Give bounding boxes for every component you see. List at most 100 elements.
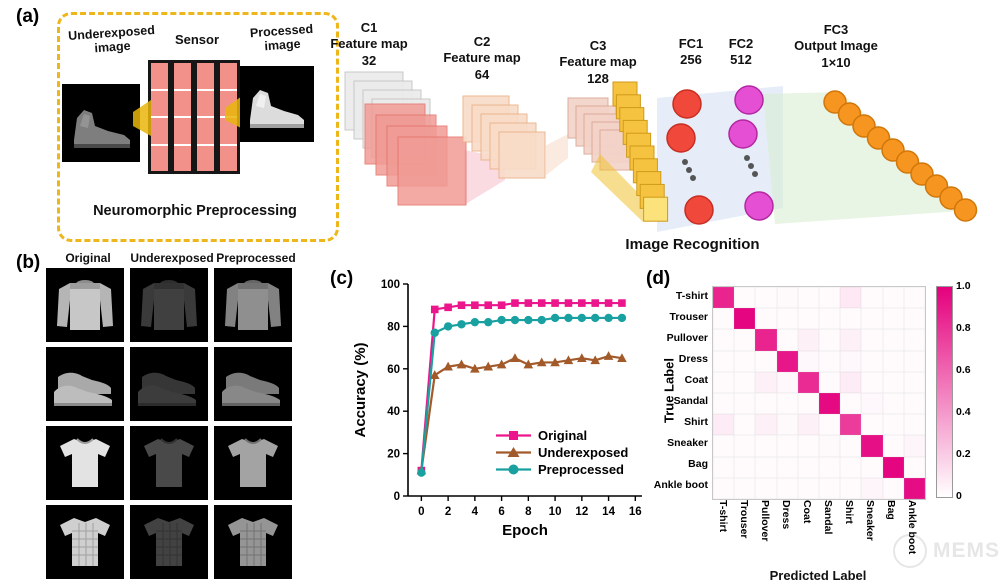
fc3-name: FC3 <box>823 22 849 37</box>
heatmap-cell-ankle-boot-shirt <box>840 477 862 499</box>
heatmap-cell-coat-bag <box>882 371 904 393</box>
predicted-label-tick: Bag <box>885 500 897 520</box>
heatmap-cell-shirt-bag <box>882 414 904 436</box>
heatmap-cell-coat-sandal <box>819 371 841 393</box>
c1-front-map <box>397 136 467 206</box>
true-label-tick: Coat <box>684 374 708 386</box>
sensor-grid <box>148 60 240 174</box>
heatmap-cell-bag-shirt <box>840 456 862 478</box>
heatmap-cell-t-shirt-bag <box>882 287 904 309</box>
heatmap-cell-ankle-boot-coat <box>797 477 819 499</box>
predicted-label-tick: Coat <box>801 500 813 524</box>
predicted-label-tick: Sneaker <box>864 500 876 541</box>
svg-text:40: 40 <box>387 406 400 418</box>
c3-num: 128 <box>587 70 609 86</box>
sensor-pixel <box>174 63 191 91</box>
col-header-original: Original <box>65 251 111 265</box>
colorbar-gradient <box>936 286 953 498</box>
colorbar-tick: 1.0 <box>956 280 971 292</box>
sensor-pixel <box>220 63 237 91</box>
heatmap-cell-ankle-boot-sneaker <box>861 477 883 499</box>
sample-shirt-underexposed <box>130 505 208 579</box>
fc3-num: 1×10 <box>821 54 851 70</box>
heatmap-cell-sneaker-coat <box>797 435 819 457</box>
fc3-sub: Output Image <box>794 38 878 54</box>
heatmap-cell-t-shirt-coat <box>797 287 819 309</box>
fc1-label: FC1 256 <box>668 36 714 69</box>
heatmap-cell-dress-ankle-boot <box>903 350 925 372</box>
heatmap-cell-trouser-sandal <box>819 308 841 330</box>
heatmap-cell-shirt-dress <box>776 414 798 436</box>
svg-text:100: 100 <box>381 279 400 291</box>
heatmap-cell-shirt-shirt <box>840 414 862 436</box>
fc2-name: FC2 <box>728 36 754 51</box>
neuromorphic-preprocessing-caption: Neuromorphic Preprocessing <box>93 203 297 219</box>
heatmap-cell-pullover-dress <box>776 329 798 351</box>
svg-text:14: 14 <box>602 506 615 518</box>
heatmap-cell-t-shirt-sneaker <box>861 287 883 309</box>
heatmap-cell-ankle-boot-pullover <box>755 477 777 499</box>
neuromorphic-preprocessing-box <box>57 12 339 242</box>
sensor-pixel <box>197 118 214 146</box>
heatmap-cell-trouser-shirt <box>840 308 862 330</box>
heatmap-cell-coat-trouser <box>734 371 756 393</box>
heatmap-cell-dress-dress <box>776 350 798 372</box>
heatmap-cell-sandal-pullover <box>755 393 777 415</box>
heatmap-cell-dress-pullover <box>755 350 777 372</box>
svg-text:Epoch: Epoch <box>502 522 548 539</box>
sample-sneakers-underexposed <box>130 347 208 421</box>
image-recognition-caption: Image Recognition <box>625 236 760 253</box>
colorbar-tick: 0.6 <box>956 364 971 376</box>
c3-name: C3 <box>589 38 607 53</box>
heatmap-cell-ankle-boot-t-shirt <box>713 477 735 499</box>
boot-dark-icon <box>74 110 130 148</box>
heatmap-cell-sandal-t-shirt <box>713 393 735 415</box>
accuracy-chart-plot: 0 2 4 6 8 10 12 14 16 0 20 40 60 80 100 Epoch Accuracy (… <box>352 279 642 539</box>
heatmap-cell-bag-ankle-boot <box>903 456 925 478</box>
heatmap-cell-coat-pullover <box>755 371 777 393</box>
watermark-text: MEMS <box>933 539 1000 562</box>
heatmap-cell-pullover-shirt <box>840 329 862 351</box>
cnn-architecture <box>344 71 978 232</box>
colorbar-tick: 0.2 <box>956 448 971 460</box>
sample-t-shirt-original <box>46 426 124 500</box>
heatmap-cell-bag-bag <box>882 456 904 478</box>
heatmap-cell-trouser-t-shirt <box>713 308 735 330</box>
heatmap-cell-bag-dress <box>776 456 798 478</box>
fc2-num: 512 <box>730 52 752 68</box>
heatmap-cell-dress-sneaker <box>861 350 883 372</box>
heatmap-cell-sandal-trouser <box>734 393 756 415</box>
sensor-pixel <box>220 145 237 171</box>
c2-sub: Feature map <box>443 50 521 66</box>
heatmap-cell-t-shirt-trouser <box>734 287 756 309</box>
heatmap-cell-dress-sandal <box>819 350 841 372</box>
heatmap-cell-ankle-boot-dress <box>776 477 798 499</box>
heatmap-cell-ankle-boot-bag <box>882 477 904 499</box>
fc3-label: FC3 Output Image 1×10 <box>776 22 896 71</box>
legend-item-original: Original <box>494 428 628 443</box>
c2-name: C2 <box>473 34 491 49</box>
svg-text:60: 60 <box>387 364 400 376</box>
svg-text:6: 6 <box>498 506 504 518</box>
heatmap-cell-shirt-coat <box>797 414 819 436</box>
heatmap-cell-shirt-t-shirt <box>713 414 735 436</box>
true-label-tick: Ankle boot <box>653 479 708 491</box>
panel-c-tag: (c) <box>330 268 354 289</box>
sensor-pixel <box>197 90 214 118</box>
svg-text:4: 4 <box>472 506 479 518</box>
heatmap-cell-pullover-sneaker <box>861 329 883 351</box>
sample-pullover-original <box>46 268 124 342</box>
svg-text:10: 10 <box>549 506 562 518</box>
heatmap-cell-sandal-shirt <box>840 393 862 415</box>
heatmap-cell-sneaker-sneaker <box>861 435 883 457</box>
svg-text:8: 8 <box>525 506 532 518</box>
svg-text:0: 0 <box>418 506 424 518</box>
svg-text:12: 12 <box>575 506 588 518</box>
c1-name: C1 <box>360 20 378 35</box>
heatmap-cell-coat-sneaker <box>861 371 883 393</box>
flatten-units <box>612 81 669 222</box>
heatmap-cell-dress-t-shirt <box>713 350 735 372</box>
predicted-label-axis-title: Predicted Label <box>769 568 867 583</box>
predicted-label-tick: Dress <box>780 500 792 530</box>
watermark: MEMS <box>893 534 1000 568</box>
